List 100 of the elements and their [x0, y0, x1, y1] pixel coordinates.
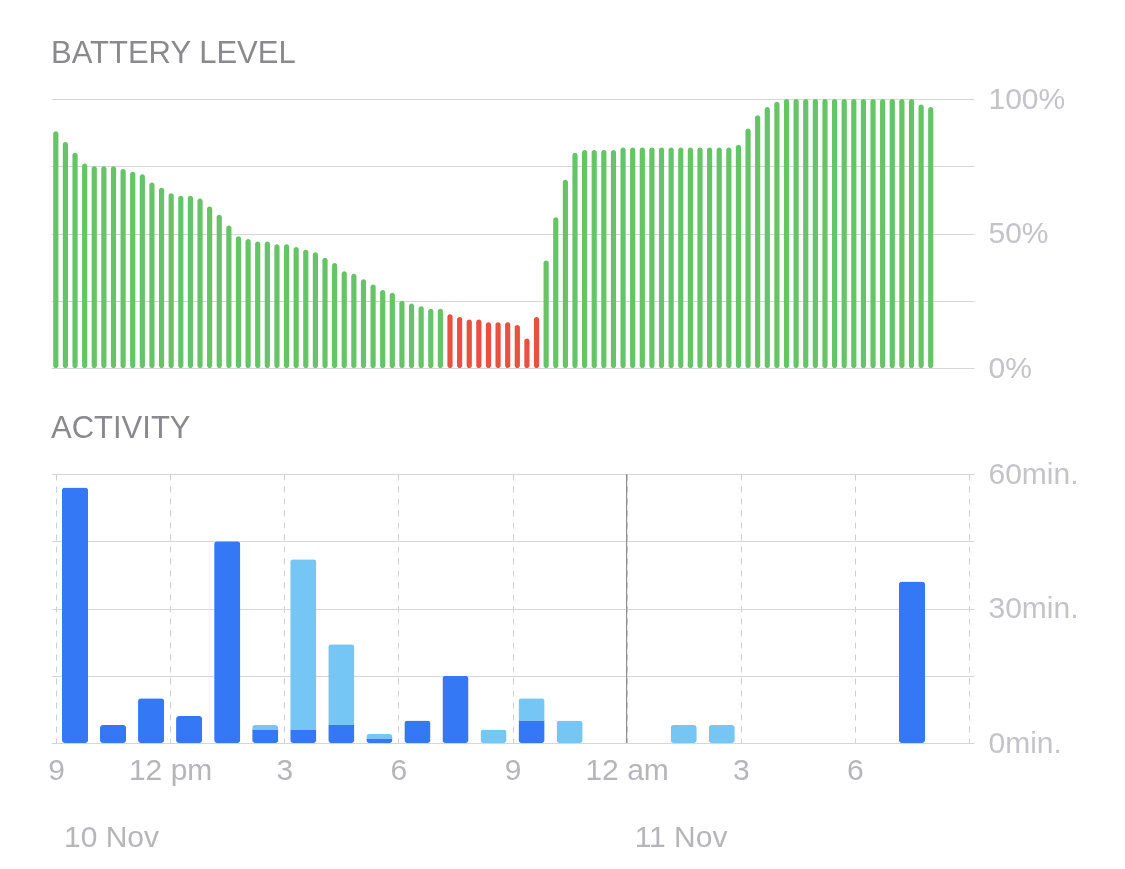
bar: [582, 150, 588, 368]
bar: [120, 168, 126, 368]
bar: [252, 729, 279, 743]
bar: [110, 166, 117, 368]
text: 10 Nov: [64, 820, 160, 853]
bar: [898, 581, 926, 743]
bar: [658, 147, 665, 368]
text: 11 Nov: [634, 820, 728, 853]
bar: [447, 314, 453, 368]
x-tick-label: 6: [847, 752, 864, 786]
bar: [53, 131, 59, 368]
y-tick-label: 60min.: [988, 456, 1079, 490]
bar: [697, 147, 703, 368]
x-tick-label: 3: [276, 752, 294, 786]
y-tick-label: 0min.: [988, 725, 1062, 759]
bar: [187, 195, 194, 368]
bar: [91, 166, 97, 368]
bar: [341, 271, 347, 368]
bar: [562, 179, 568, 368]
bar: [328, 725, 355, 743]
bar: [380, 289, 386, 368]
bar: [774, 101, 780, 368]
bar: [332, 263, 338, 368]
x-tick-label: 12 pm: [128, 752, 213, 786]
bar: [178, 195, 184, 368]
bar: [668, 147, 674, 368]
bar: [139, 174, 145, 368]
x-tick-label: 9: [504, 752, 522, 786]
chart-title: BATTERY LEVEL: [51, 35, 296, 70]
bar: [82, 163, 88, 368]
bar: [505, 322, 511, 368]
bar: [918, 104, 924, 368]
bar: [366, 734, 393, 739]
bar: [442, 675, 469, 743]
bar: [283, 244, 290, 368]
bar: [61, 487, 89, 743]
bar: [255, 241, 261, 368]
bar: [214, 541, 241, 743]
bar: [197, 198, 203, 368]
x-tick-label: 3: [732, 752, 750, 786]
bar: [418, 306, 424, 368]
bar: [216, 214, 222, 368]
bar: [264, 241, 270, 368]
bar: [226, 225, 232, 368]
bar: [783, 99, 790, 368]
bar: [726, 147, 732, 368]
bar: [457, 316, 463, 368]
bar: [870, 99, 876, 368]
bar: [158, 187, 165, 368]
bar: [803, 99, 809, 368]
chart-title: ACTIVITY: [51, 410, 191, 445]
bar: [572, 152, 578, 368]
bar: [745, 128, 751, 368]
bar: [408, 303, 415, 368]
bar: [252, 725, 279, 730]
bar: [312, 252, 318, 368]
bar: [908, 99, 915, 368]
bar: [176, 716, 203, 743]
bar: [476, 319, 482, 368]
bar: [524, 338, 530, 368]
bar: [670, 725, 697, 743]
x-tick-label: 9: [48, 752, 65, 786]
bar: [543, 260, 549, 368]
bar: [812, 99, 818, 368]
bar: [168, 193, 174, 368]
bar: [860, 99, 867, 368]
bar: [290, 729, 317, 743]
bar: [880, 99, 886, 368]
bar: [138, 698, 165, 743]
bar: [764, 107, 770, 368]
bar: [553, 217, 559, 368]
bar: [480, 729, 507, 743]
bar: [620, 147, 626, 368]
bar: [851, 99, 857, 368]
bar: [707, 147, 713, 368]
y-tick-label: 50%: [988, 216, 1049, 249]
bar: [495, 322, 501, 368]
bar: [370, 284, 376, 368]
bar: [62, 142, 69, 368]
bar: [831, 99, 838, 368]
bar: [274, 244, 280, 368]
y-tick-label: 30min.: [988, 591, 1079, 624]
bar: [303, 249, 309, 368]
bar: [708, 725, 735, 743]
bar: [235, 236, 242, 368]
bar: [601, 150, 607, 368]
bar: [245, 238, 251, 368]
bar: [322, 257, 328, 368]
bar: [735, 144, 742, 368]
bar: [360, 279, 367, 368]
bar: [822, 99, 828, 368]
bar: [591, 150, 597, 368]
bar: [399, 300, 405, 368]
bar: [610, 150, 617, 368]
bar: [328, 644, 355, 726]
bar: [485, 322, 492, 368]
bar: [630, 147, 636, 368]
bar: [437, 308, 443, 368]
bar: [99, 725, 127, 743]
bar: [755, 115, 761, 368]
